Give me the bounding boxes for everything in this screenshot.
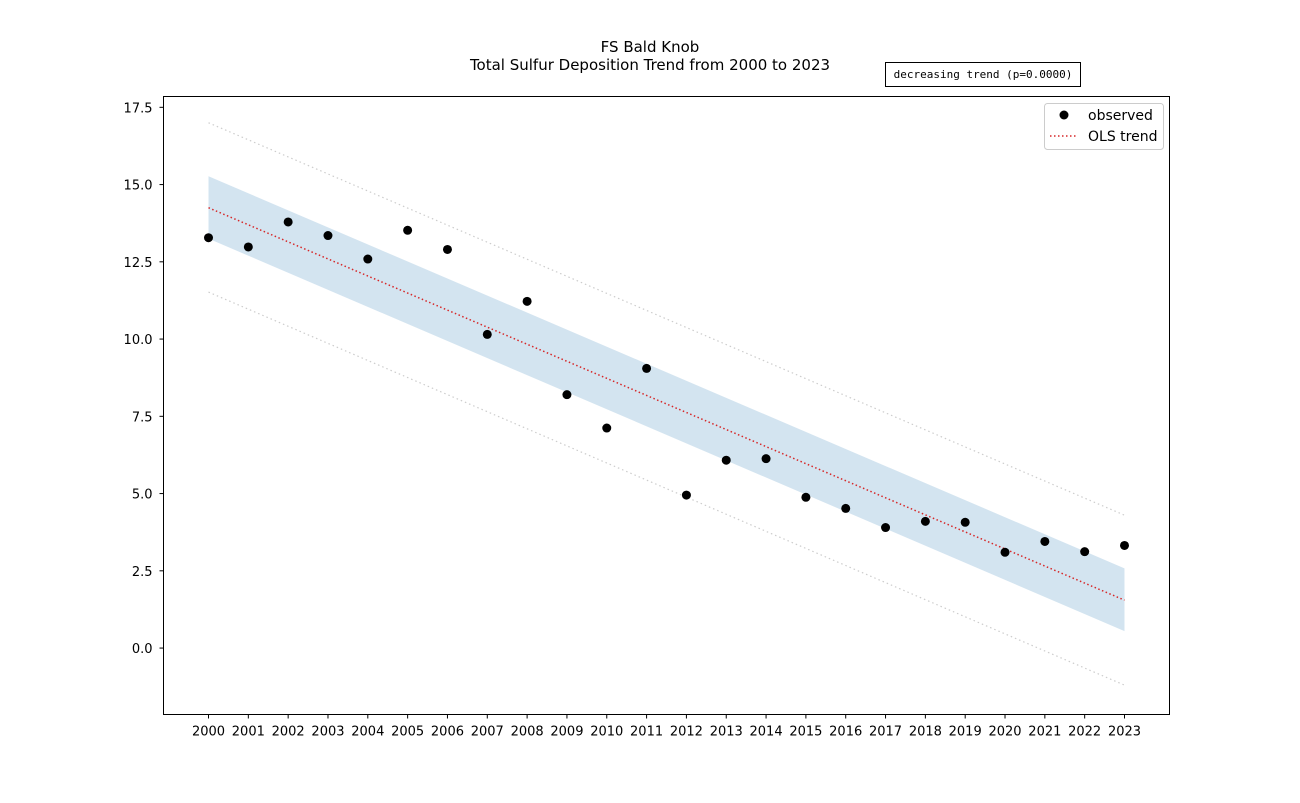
observed-point (1119, 540, 1129, 550)
legend-marker-observed (1059, 110, 1069, 120)
x-tick-label: 2006 (431, 725, 464, 740)
prediction-upper-line (208, 122, 1125, 516)
x-tick-label: 2009 (550, 725, 583, 740)
x-tick-label: 2003 (311, 725, 344, 740)
trend-annotation: decreasing trend (p=0.0000) (885, 62, 1081, 87)
y-tick-label: 15.0 (124, 179, 153, 194)
x-tick-label: 2001 (232, 725, 265, 740)
observed-point (243, 242, 253, 252)
observed-point (403, 225, 413, 235)
observed-point (761, 454, 771, 464)
plot-area (204, 122, 1129, 686)
observed-point (642, 363, 652, 373)
axes-frame (163, 96, 1170, 715)
observed-point (721, 455, 731, 465)
observed-point (602, 423, 612, 433)
observed-point (681, 490, 691, 500)
observed-point (522, 296, 532, 306)
x-tick-label: 2016 (829, 725, 862, 740)
observed-point (1000, 547, 1010, 557)
x-tick-label: 2022 (1068, 725, 1101, 740)
x-tick-label: 2000 (192, 725, 225, 740)
x-tick-label: 2007 (471, 725, 504, 740)
axes: 0.0 2.5 5.0 7.5 10.0 12.5 15.0 17.5 2000 2001 2002… (124, 96, 1170, 740)
x-tick-label: 2011 (630, 725, 663, 740)
x-tick-label: 2019 (949, 725, 982, 740)
x-tick-label: 2020 (988, 725, 1021, 740)
observed-point (960, 517, 970, 527)
observed-point (562, 390, 572, 400)
observed-point (1080, 547, 1090, 557)
observed-point (881, 523, 891, 533)
prediction-lower-line (208, 291, 1125, 686)
x-tick-label: 2010 (590, 725, 623, 740)
chart-title: FS Bald Knob (601, 38, 700, 56)
observed-point (442, 244, 452, 254)
y-tick-label: 5.0 (132, 488, 153, 503)
confidence-band (208, 176, 1125, 632)
x-tick-label: 2021 (1028, 725, 1061, 740)
x-tick-label: 2023 (1108, 725, 1141, 740)
observed-point (323, 231, 333, 241)
legend-box (1044, 103, 1164, 150)
x-tick-label: 2008 (511, 725, 544, 740)
y-tick-label: 17.5 (124, 101, 153, 116)
y-tick-label: 2.5 (132, 565, 153, 580)
observed-point (920, 516, 930, 526)
x-tick-label: 2004 (351, 725, 384, 740)
observed-point (801, 492, 811, 502)
x-tick-label: 2018 (909, 725, 942, 740)
y-tick-label: 0.0 (132, 642, 153, 657)
observed-point (363, 254, 373, 264)
observed-point (482, 329, 492, 339)
x-tick-label: 2013 (710, 725, 743, 740)
x-tick-label: 2014 (750, 725, 783, 740)
legend: observed OLS trend (1044, 103, 1164, 150)
y-tick-label: 7.5 (132, 410, 153, 425)
x-tick-label: 2012 (670, 725, 703, 740)
x-tick-label: 2017 (869, 725, 902, 740)
observed-point (841, 503, 851, 513)
x-tick-label: 2005 (391, 725, 424, 740)
trend-annotation-box (885, 62, 1081, 87)
observed-point (204, 233, 214, 243)
legend-label-ols-trend: OLS trend (1088, 129, 1157, 145)
legend-label-observed: observed (1088, 108, 1153, 124)
chart-subtitle: Total Sulfur Deposition Trend from 2000 … (469, 56, 830, 74)
observed-point (1040, 536, 1050, 546)
trend-annotation-text: decreasing trend (p=0.0000) (894, 68, 1073, 81)
x-tick-label: 2002 (272, 725, 305, 740)
y-tick-label: 12.5 (124, 256, 153, 271)
x-tick-label: 2015 (789, 725, 822, 740)
y-tick-label: 10.0 (124, 333, 153, 348)
observed-point (283, 217, 293, 227)
